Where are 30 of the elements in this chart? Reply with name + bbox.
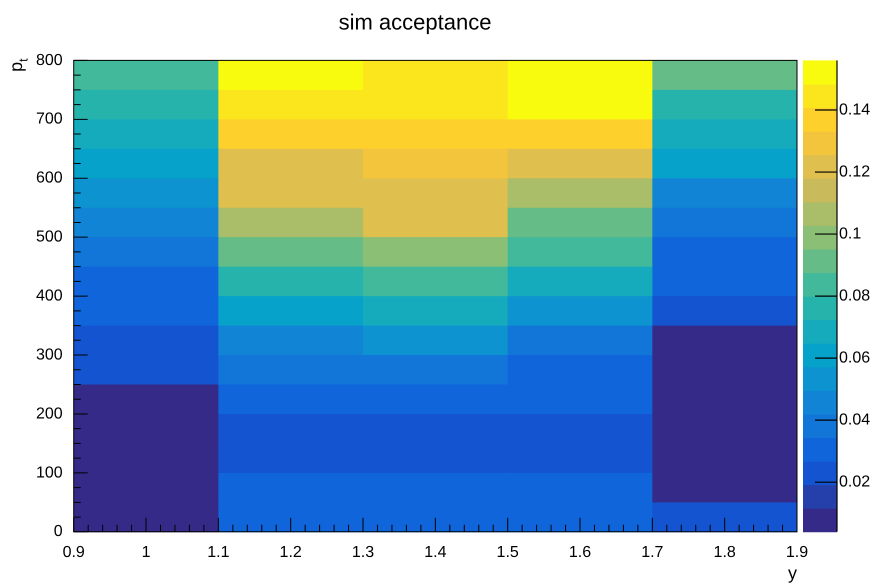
x-tick-label: 1.7 [641, 544, 664, 561]
x-axis-title: y [788, 563, 797, 583]
x-tick-label: 1 [142, 544, 151, 561]
x-tick-label: 1.8 [714, 544, 736, 561]
y-axis-title: pt [6, 58, 30, 72]
color-bar-label: 0.12 [839, 163, 870, 180]
y-tick-label: 300 [36, 346, 63, 364]
x-tick-label: 0.9 [62, 544, 85, 561]
x-tick-label: 1.5 [496, 544, 519, 561]
y-tick-label: 100 [36, 464, 63, 482]
x-tick-label: 1.4 [424, 544, 447, 561]
x-tick-label: 1.3 [352, 544, 374, 561]
y-tick-label: 800 [36, 52, 63, 69]
color-bar-label: 0.06 [839, 350, 870, 367]
y-tick-label: 400 [36, 288, 63, 305]
y-tick-label: 200 [36, 405, 63, 422]
y-tick-label: 600 [36, 170, 63, 187]
y-tick-label: 500 [36, 228, 63, 246]
x-tick-label: 1.1 [207, 544, 230, 561]
x-tick-label: 1.9 [786, 544, 808, 561]
color-bar-label: 0.14 [839, 101, 870, 118]
x-tick-label: 1.6 [568, 544, 592, 561]
x-tick-label: 1.2 [280, 544, 302, 561]
color-bar-label: 0.1 [839, 225, 862, 242]
y-tick-label: 700 [36, 110, 63, 128]
color-bar-label: 0.08 [839, 288, 870, 305]
chart-title: sim acceptance [338, 9, 492, 34]
color-bar-label: 0.04 [839, 412, 870, 429]
color-bar-label: 0.02 [839, 474, 870, 491]
y-tick-label: 0 [54, 523, 63, 540]
